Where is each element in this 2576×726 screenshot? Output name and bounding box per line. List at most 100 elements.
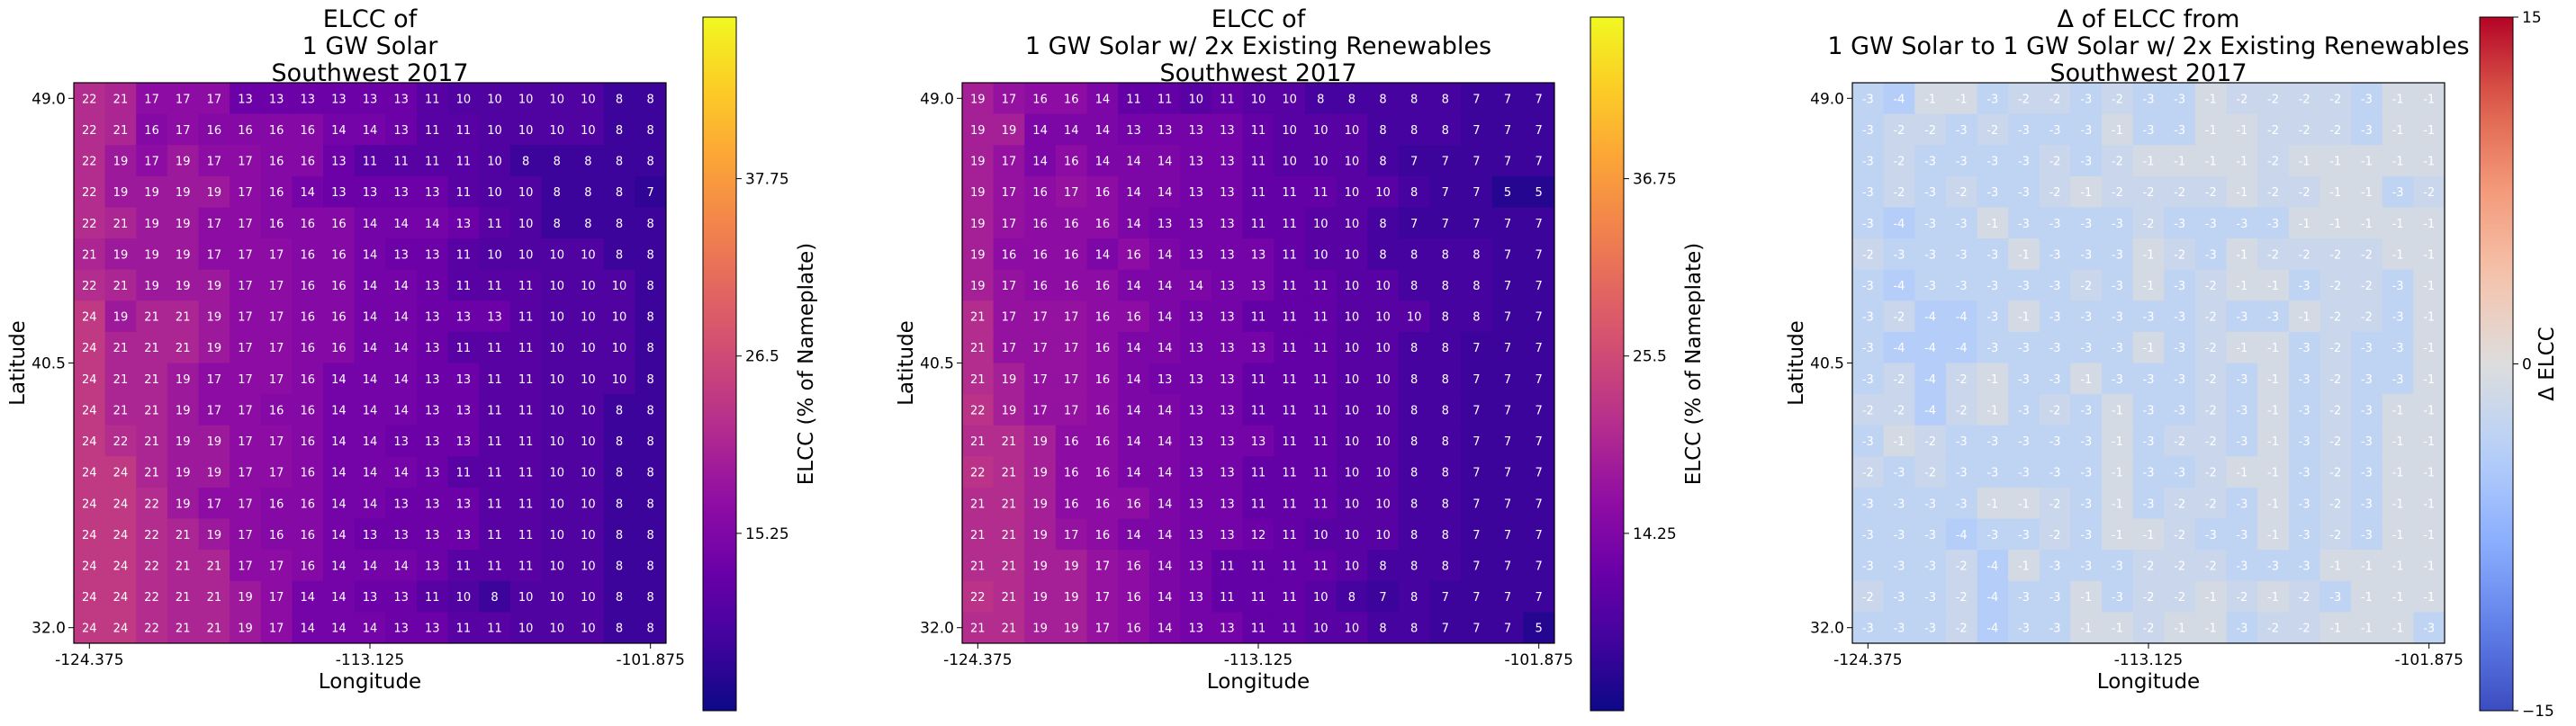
cell-value-label: 16 xyxy=(300,467,315,480)
cell-value-label: -3 xyxy=(2018,404,2030,417)
heatmap-cell xyxy=(572,363,605,395)
heatmap-cell xyxy=(1429,487,1462,520)
cell-value-label: -3 xyxy=(2174,373,2185,387)
cell-value-label: 14 xyxy=(1126,218,1141,231)
cell-value-label: -2 xyxy=(1862,248,1874,262)
heatmap-cell xyxy=(1304,331,1338,363)
heatmap-cell xyxy=(1852,331,1885,363)
cell-value-label: 10 xyxy=(550,529,565,542)
cell-value-label: 13 xyxy=(1188,311,1203,325)
cell-value-label: 14 xyxy=(363,280,378,293)
heatmap-cell xyxy=(1242,425,1274,457)
heatmap-cell xyxy=(1024,145,1057,177)
cell-value-label: 17 xyxy=(207,373,222,387)
cell-value-label: -3 xyxy=(1924,623,1936,636)
heatmap-cell xyxy=(1024,300,1057,333)
heatmap-cell xyxy=(2413,207,2445,239)
cell-value-label: -3 xyxy=(1956,218,1968,231)
heatmap-cell xyxy=(74,487,106,520)
heatmap-cell xyxy=(541,175,573,208)
cell-value-label: 10 xyxy=(1282,156,1297,169)
heatmap-cell xyxy=(2194,145,2228,177)
heatmap-cell xyxy=(416,612,449,644)
cell-value-label: 8 xyxy=(1348,93,1356,106)
cell-value-label: 14 xyxy=(393,560,409,573)
heatmap-cell xyxy=(1491,207,1524,239)
cell-value-label: 16 xyxy=(1095,467,1111,480)
heatmap-cell xyxy=(198,145,230,177)
cell-value-label: 13 xyxy=(425,373,440,387)
heatmap-cell xyxy=(1274,394,1306,426)
cell-value-label: -3 xyxy=(1986,248,1998,262)
cell-value-label: -4 xyxy=(1956,342,1968,355)
heatmap-cell xyxy=(2351,580,2383,613)
cell-value-label: 19 xyxy=(144,218,159,231)
heatmap-cell xyxy=(2164,145,2196,177)
heatmap-cell xyxy=(2102,425,2134,457)
cell-value-label: 21 xyxy=(1002,467,1017,480)
cell-value-label: 10 xyxy=(581,623,596,636)
heatmap-cell xyxy=(1491,456,1524,488)
heatmap-cell xyxy=(1211,83,1244,115)
heatmap-cell xyxy=(1086,456,1119,488)
cell-value-label: 16 xyxy=(1126,591,1141,605)
cell-value-label: 17 xyxy=(176,93,191,106)
cell-value-label: 22 xyxy=(82,280,97,293)
cell-value-label: 8 xyxy=(1442,435,1449,449)
heatmap-cell xyxy=(2008,580,2040,613)
heatmap-cell xyxy=(1461,238,1493,271)
cell-value-label: 7 xyxy=(1473,156,1480,169)
heatmap-cell xyxy=(74,331,106,363)
heatmap-cell xyxy=(635,425,667,457)
heatmap-cell xyxy=(2008,331,2040,363)
heatmap-cell xyxy=(1429,207,1462,239)
cell-value-label: 17 xyxy=(207,156,222,169)
heatmap-cell xyxy=(104,394,137,426)
cell-value-label: 13 xyxy=(1157,218,1173,231)
cell-value-label: 10 xyxy=(1375,342,1391,355)
cell-value-label: 16 xyxy=(1095,311,1111,325)
cell-value-label: 21 xyxy=(970,529,986,542)
cell-value-label: 7 xyxy=(1442,186,1449,200)
heatmap-cell xyxy=(1977,113,2009,146)
heatmap-cell xyxy=(1883,145,1915,177)
cell-value-label: -1 xyxy=(2267,404,2279,417)
heatmap-cell xyxy=(230,269,262,301)
heatmap-cell xyxy=(1148,550,1181,582)
cell-value-label: -1 xyxy=(2112,623,2123,636)
heatmap-cell xyxy=(2039,425,2071,457)
heatmap-cell xyxy=(104,580,137,613)
cell-value-label: -1 xyxy=(2267,467,2279,480)
cell-value-label: 19 xyxy=(207,435,222,449)
heatmap-cell xyxy=(1977,300,2009,333)
cell-value-label: 13 xyxy=(393,186,409,200)
cell-value-label: 13 xyxy=(1220,311,1235,325)
cell-value-label: 10 xyxy=(1282,93,1297,106)
heatmap-cell xyxy=(2319,238,2352,271)
heatmap-cell xyxy=(2413,300,2445,333)
heatmap-cell xyxy=(603,269,635,301)
heatmap-cell xyxy=(509,207,542,239)
cell-value-label: 7 xyxy=(1536,156,1543,169)
heatmap-cell xyxy=(104,518,137,551)
heatmap-cell xyxy=(993,580,1025,613)
heatmap-cell xyxy=(1024,207,1057,239)
cell-value-label: 16 xyxy=(1064,218,1079,231)
heatmap-cell xyxy=(2351,394,2383,426)
heatmap-cell xyxy=(635,580,667,613)
cell-value-label: 19 xyxy=(1032,529,1048,542)
heatmap-cell xyxy=(104,550,137,582)
heatmap-cell xyxy=(2070,518,2103,551)
heatmap-cell xyxy=(2319,269,2352,301)
heatmap-cell xyxy=(447,456,480,488)
heatmap-cell xyxy=(2194,580,2228,613)
cell-value-label: 13 xyxy=(425,280,440,293)
heatmap-cell xyxy=(354,394,386,426)
heatmap-cell xyxy=(2413,83,2445,115)
heatmap-cell xyxy=(2382,331,2414,363)
heatmap-cell xyxy=(1461,425,1493,457)
heatmap-cell xyxy=(167,83,200,115)
cell-value-label: -3 xyxy=(2049,248,2061,262)
heatmap-cell xyxy=(1883,331,1915,363)
heatmap-cell xyxy=(1336,238,1368,271)
